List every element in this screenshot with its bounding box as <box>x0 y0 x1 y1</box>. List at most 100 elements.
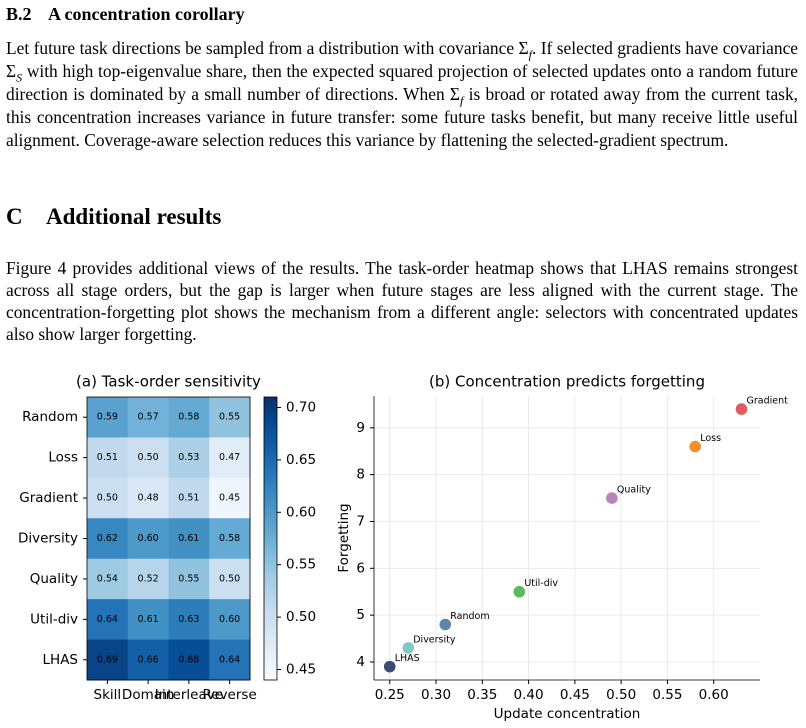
heatmap-cell <box>127 599 169 641</box>
section-title: A concentration corollary <box>48 4 245 24</box>
colorbar-tick-label: 0.65 <box>286 452 316 468</box>
cell-label: 0.50 <box>219 573 240 584</box>
point-label: Random <box>450 611 489 622</box>
cell-label: 0.52 <box>138 573 159 584</box>
math-sub: f <box>528 47 532 62</box>
math: Σ <box>6 61 17 81</box>
x-tick-label: 0.35 <box>467 687 497 703</box>
point <box>513 585 526 598</box>
chart-title: (b) Concentration predicts forgetting <box>429 373 705 391</box>
y-tick-label: LHAS <box>43 652 78 668</box>
x-tick-label: 0.60 <box>699 687 729 703</box>
cell-label: 0.68 <box>178 654 199 665</box>
heatmap-cell <box>168 437 210 479</box>
colorbar-tick-label: 0.55 <box>286 557 316 573</box>
x-tick-label: 0.45 <box>560 687 590 703</box>
x-tick-label: Reverse <box>202 687 256 703</box>
paragraph: Let future task directions be sampled fr… <box>6 37 798 152</box>
heatmap-cell <box>127 437 169 479</box>
heatmap-cell <box>168 558 210 600</box>
cell-label: 0.45 <box>219 493 240 504</box>
cell-label: 0.57 <box>138 412 159 423</box>
heatmap-cell <box>168 639 210 681</box>
y-tick-label: Diversity <box>18 531 78 547</box>
cell-label: 0.69 <box>97 654 118 665</box>
heatmap-cell <box>209 397 251 438</box>
chart-title: (a) Task-order sensitivity <box>76 373 261 391</box>
cell-label: 0.55 <box>178 573 199 584</box>
section-number: C <box>6 204 23 229</box>
section-title: Additional results <box>46 204 222 229</box>
heatmap-cell <box>87 599 129 641</box>
text: with high top-eigenvalue share, then the… <box>6 61 798 104</box>
point-label: Diversity <box>413 634 456 645</box>
cell-label: 0.58 <box>178 412 199 423</box>
colorbar <box>263 396 278 681</box>
cell-label: 0.51 <box>97 452 118 463</box>
x-tick-label: 0.40 <box>514 687 544 703</box>
cell-label: 0.50 <box>138 452 159 463</box>
text: is broad or rotated away from the curren… <box>6 84 798 150</box>
cell-label: 0.50 <box>97 493 118 504</box>
cell-label: 0.48 <box>138 493 159 504</box>
cell-label: 0.55 <box>219 412 240 423</box>
heatmap-cell <box>87 558 129 600</box>
cell-label: 0.51 <box>178 493 199 504</box>
cell-label: 0.62 <box>97 533 118 544</box>
section-heading: C Additional results <box>6 204 798 230</box>
heatmap-cell <box>209 639 251 681</box>
x-tick-label: Interleave <box>155 687 223 703</box>
section-number: B.2 <box>6 4 32 24</box>
heatmap-cell <box>168 477 210 519</box>
heatmap-cell <box>168 397 210 438</box>
heatmap-cell <box>87 397 129 438</box>
y-tick-label: Loss <box>48 450 78 466</box>
point <box>402 642 415 654</box>
cell-label: 0.54 <box>97 573 118 584</box>
heatmap-cell <box>87 518 129 560</box>
x-tick-label: Domain <box>122 687 174 703</box>
y-tick-label: 8 <box>356 467 365 483</box>
cell-label: 0.66 <box>138 654 159 665</box>
y-tick-label: Gradient <box>19 490 78 506</box>
cell-label: 0.61 <box>178 533 199 544</box>
x-tick-label: 0.55 <box>652 687 682 703</box>
cell-label: 0.61 <box>138 614 159 625</box>
heatmap-cell <box>127 639 169 681</box>
heatmap-cell <box>209 558 251 600</box>
cell-label: 0.60 <box>138 533 159 544</box>
cell-label: 0.58 <box>219 533 240 544</box>
y-tick-label: 7 <box>356 513 365 529</box>
paragraph: Figure 4 provides additional views of th… <box>6 257 798 345</box>
math: Σ <box>449 84 461 104</box>
cell-label: 0.59 <box>97 412 118 423</box>
math-sub: f <box>460 93 464 108</box>
colorbar-tick-label: 0.60 <box>286 504 316 520</box>
heatmap-cell <box>127 518 169 560</box>
heatmap-cell <box>209 599 251 641</box>
heatmap-cell <box>168 518 210 560</box>
heatmap-cell <box>127 477 169 519</box>
point-label: LHAS <box>395 653 420 664</box>
y-axis-label: Forgetting <box>336 503 352 572</box>
colorbar-tick-label: 0.45 <box>286 662 316 678</box>
y-tick-label: 4 <box>356 654 365 670</box>
colorbar-tick-label: 0.70 <box>286 399 316 415</box>
heatmap-cell <box>127 558 169 600</box>
heatmap-cell <box>209 477 251 519</box>
heatmap-cell <box>127 397 169 438</box>
cell-label: 0.47 <box>219 452 240 463</box>
cell-label: 0.64 <box>97 614 118 625</box>
plot-frame <box>86 396 251 681</box>
x-tick-label: 0.30 <box>421 687 451 703</box>
math-sub: S <box>16 70 23 85</box>
y-tick-label: 9 <box>356 420 365 436</box>
x-axis-label: Update concentration <box>494 706 641 722</box>
heatmap-cell <box>209 437 251 479</box>
heatmap-cell <box>209 518 251 560</box>
math: Σ <box>518 38 529 58</box>
y-tick-label: Random <box>22 409 78 425</box>
point-label: Loss <box>700 433 721 444</box>
section-heading: B.2 A concentration corollary <box>6 4 798 25</box>
